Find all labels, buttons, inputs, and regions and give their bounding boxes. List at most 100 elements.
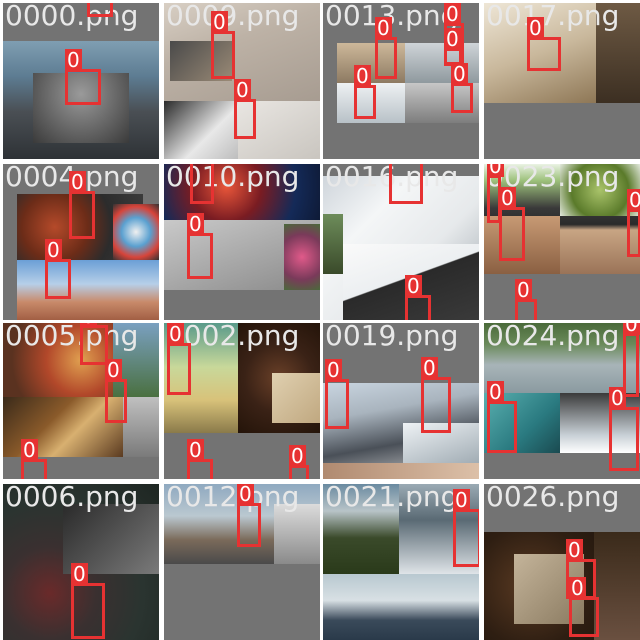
detection-box: [71, 583, 105, 639]
image-tile: 0024.png 0 0 0: [484, 323, 640, 479]
detection-box: [405, 295, 431, 320]
detection-box: [65, 69, 101, 105]
detection-label: 0: [289, 444, 306, 468]
photo-patch: [323, 463, 479, 479]
tile-filename: 0006.png: [5, 484, 139, 513]
photo-patch: [323, 214, 343, 274]
detection-box: [569, 597, 599, 637]
tile-filename: 0026.png: [486, 484, 620, 513]
detection-label: 0: [69, 170, 86, 194]
detection-label: 0: [444, 27, 461, 51]
tile-filename: 0019.png: [325, 323, 459, 352]
detection-label: 0: [21, 438, 38, 462]
detection-box: [45, 259, 71, 299]
detection-box: [389, 164, 423, 204]
photo-patch: [560, 393, 640, 453]
detection-label: 0: [499, 186, 516, 210]
detection-label: 0: [627, 189, 640, 211]
detection-box: [69, 191, 95, 239]
detection-label: 0: [167, 323, 184, 346]
image-tile: 0009.png 0 0: [164, 3, 320, 159]
photo-patch: [272, 373, 320, 423]
photo-patch: [164, 101, 238, 159]
photo-patch: [323, 484, 399, 574]
detection-box: [237, 503, 261, 547]
photo-patch: [113, 204, 159, 260]
detection-box: [354, 85, 376, 119]
detection-label: 0: [421, 356, 438, 380]
detection-label: 0: [623, 323, 640, 335]
detection-box: [609, 407, 639, 471]
detection-label: 0: [237, 484, 254, 506]
image-tile: 0023.png 0 0 0 0: [484, 164, 640, 320]
detection-label: 0: [515, 278, 532, 302]
image-tile: 0012.png 0: [164, 484, 320, 640]
image-tile: 0017.png 0: [484, 3, 640, 159]
detection-box: [325, 379, 349, 429]
photo-patch: [17, 260, 159, 320]
detection-label: 0: [211, 10, 228, 34]
detection-box: [487, 401, 517, 453]
image-tile: 0006.png 0: [3, 484, 159, 640]
photo-patch: [274, 504, 320, 564]
tile-filename: 0005.png: [5, 323, 139, 352]
detection-box: [190, 164, 214, 204]
detection-box: [527, 37, 561, 71]
photo-patch: [323, 574, 479, 640]
detection-label: 0: [187, 212, 204, 236]
detection-label: 0: [375, 16, 392, 40]
detection-label: 0: [453, 488, 470, 512]
photo-patch: [33, 73, 129, 143]
photo-patch: [170, 41, 232, 81]
detection-box: [87, 3, 113, 17]
detection-label: 0: [487, 380, 504, 404]
detection-label: 0: [609, 386, 626, 410]
detection-box: [234, 99, 256, 139]
detection-label: 0: [234, 78, 251, 102]
detection-label: 0: [325, 358, 342, 382]
photo-patch: [594, 532, 640, 640]
detection-label: 0: [71, 562, 88, 586]
detection-label: 0: [566, 538, 583, 562]
tile-filename: 0009.png: [166, 3, 300, 32]
detection-box: [105, 379, 127, 423]
photo-patch: [63, 504, 159, 574]
detection-box: [499, 207, 525, 261]
detection-box: [21, 459, 47, 479]
tile-filename: 0017.png: [486, 3, 620, 32]
detection-label: 0: [80, 323, 97, 327]
detection-label: 0: [65, 48, 82, 72]
detection-label: 0: [354, 64, 371, 88]
image-tile: 0002.png 0 0 0: [164, 323, 320, 479]
image-tile: 0021.png 0: [323, 484, 479, 640]
tile-filename: 0024.png: [486, 323, 620, 352]
detection-box: [187, 233, 213, 279]
image-tile: 0026.png 0 0: [484, 484, 640, 640]
detection-label: 0: [45, 238, 62, 262]
detection-box: [167, 343, 191, 395]
tile-filename: 0021.png: [325, 484, 459, 513]
detection-label: 0: [487, 164, 504, 177]
tile-filename: 0000.png: [5, 3, 139, 32]
detection-box: [211, 31, 235, 79]
detection-box: [451, 83, 473, 113]
detection-box: [80, 325, 108, 365]
photo-patch: [484, 323, 640, 393]
photo-patch: [123, 397, 159, 457]
detection-box: [375, 37, 397, 79]
detection-box: [421, 377, 451, 433]
photo-patch: [560, 164, 640, 216]
detection-box: [453, 509, 479, 567]
detection-box: [515, 299, 537, 320]
detection-label: 0: [187, 438, 204, 462]
photo-patch: [596, 3, 640, 103]
photo-patch: [238, 101, 320, 159]
photo-patch: [284, 224, 320, 290]
